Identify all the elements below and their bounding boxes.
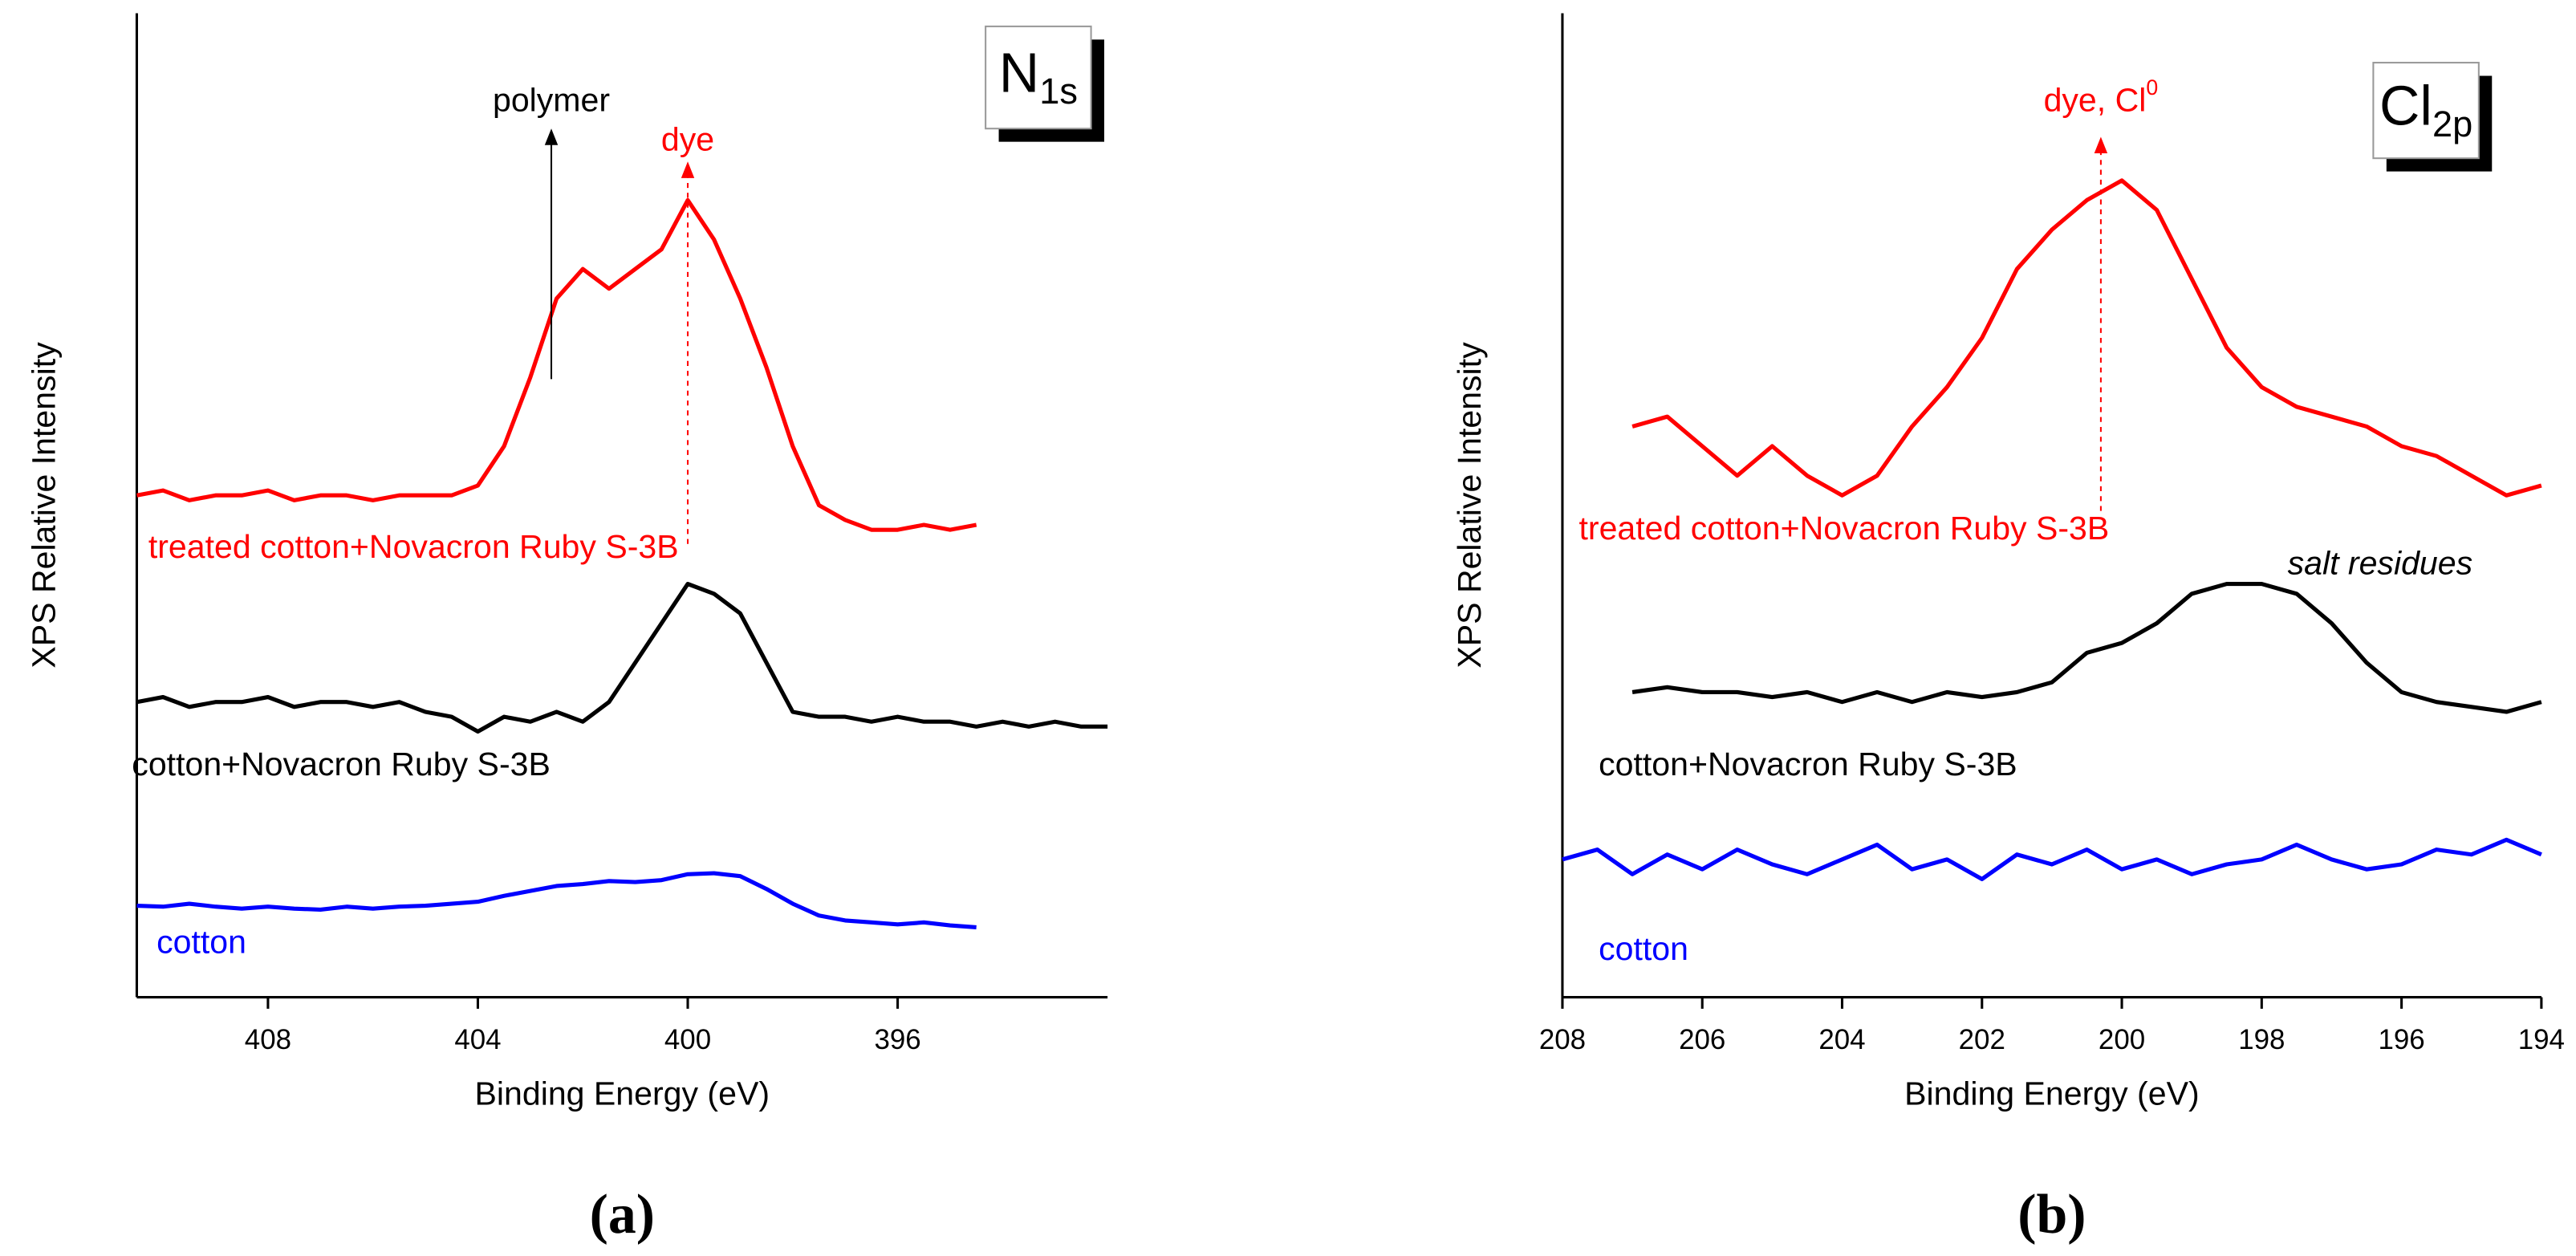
- annotation-text: salt residues: [2288, 544, 2473, 581]
- x-tick-label: 408: [245, 1024, 291, 1055]
- annotation-sup: 0: [2146, 75, 2158, 100]
- annotation-text: polymer: [493, 81, 610, 118]
- x-tick-label: 206: [1679, 1024, 1725, 1055]
- series-line: [136, 871, 977, 930]
- series-label: treated cotton+Novacron Ruby S-3B: [148, 528, 679, 565]
- series-label: cotton: [1599, 930, 1688, 967]
- element-label-main: Cl: [2379, 75, 2432, 137]
- element-label-sub: 2p: [2432, 104, 2472, 144]
- element-label: N1s: [999, 42, 1078, 112]
- caption: (b): [2017, 1184, 2086, 1246]
- annotation-text: dye: [661, 120, 714, 157]
- label-box: [985, 25, 1092, 130]
- x-axis-label: Binding Energy (eV): [475, 1075, 770, 1112]
- x-tick-label: 194: [2518, 1024, 2565, 1055]
- x-tick-label: 202: [1959, 1024, 2005, 1055]
- x-tick-label: 208: [1539, 1024, 1586, 1055]
- x-tick-label: 400: [664, 1024, 711, 1055]
- x-tick-label: 404: [454, 1024, 501, 1055]
- series-line: [136, 582, 1108, 734]
- series-label: cotton+Novacron Ruby S-3B: [132, 746, 551, 782]
- series-line: [1631, 582, 2542, 714]
- annotation-main: polymer: [493, 81, 610, 118]
- element-label-main: N: [999, 42, 1039, 104]
- annotation-main: salt residues: [2288, 544, 2473, 581]
- series-line: [1562, 837, 2542, 881]
- series-label: treated cotton+Novacron Ruby S-3B: [1579, 510, 2109, 547]
- annotation-arrowhead: [2094, 136, 2108, 154]
- x-tick-label: 200: [2099, 1024, 2145, 1055]
- annotation-main: dye: [661, 120, 714, 157]
- series-line: [136, 197, 977, 532]
- y-axis-label: XPS Relative Intensity: [1451, 342, 1488, 669]
- series-label: cotton: [156, 924, 246, 961]
- element-label: Cl2p: [2379, 75, 2472, 144]
- element-label-sub: 1s: [1039, 71, 1078, 112]
- x-tick-label: 204: [1818, 1024, 1865, 1055]
- x-tick-label: 198: [2238, 1024, 2285, 1055]
- x-tick-label: 196: [2378, 1024, 2424, 1055]
- y-axis-label: XPS Relative Intensity: [25, 342, 62, 669]
- series-line: [1631, 178, 2542, 498]
- series-label: cotton+Novacron Ruby S-3B: [1599, 746, 2017, 782]
- annotation-arrowhead: [544, 128, 559, 145]
- annotation-main: dye, Cl: [2044, 81, 2147, 118]
- label-box: [2372, 62, 2480, 160]
- x-axis-label: Binding Energy (eV): [1904, 1075, 2199, 1112]
- x-tick-label: 396: [874, 1024, 920, 1055]
- annotation-arrowhead: [681, 161, 695, 178]
- caption: (a): [590, 1184, 655, 1246]
- annotation-text: dye, Cl0: [2044, 75, 2159, 118]
